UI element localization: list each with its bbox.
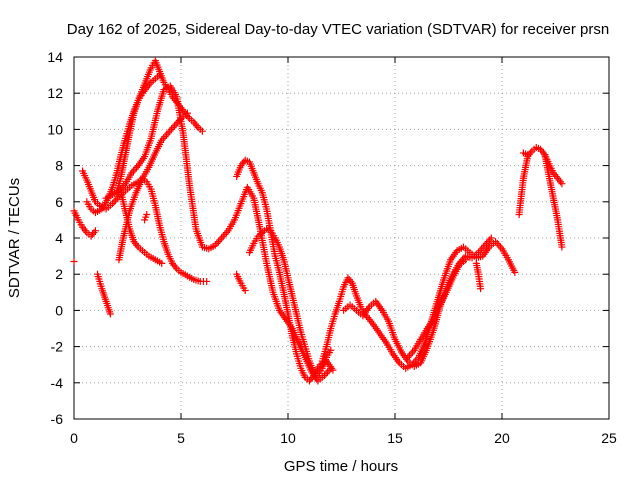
x-tick-label: 5 [177, 430, 185, 446]
x-tick-label: 15 [387, 430, 403, 446]
data-point [558, 243, 566, 251]
x-tick-label: 20 [494, 430, 510, 446]
x-tick-label: 10 [280, 430, 296, 446]
data-point [163, 131, 171, 139]
y-tick-label: 10 [47, 121, 63, 137]
data-point [143, 210, 151, 218]
data-point [156, 71, 164, 79]
data-point [183, 109, 191, 117]
series-arc-9 [117, 189, 166, 267]
data-point [166, 127, 174, 135]
y-tick-label: -2 [51, 339, 64, 355]
y-tick-label: -4 [51, 375, 64, 391]
data-point [112, 196, 120, 204]
series-arc-17 [472, 259, 485, 293]
data-point [161, 133, 169, 141]
data-point [216, 236, 224, 244]
y-tick-label: 0 [55, 302, 63, 318]
axis-ticks [73, 56, 610, 420]
data-point [214, 238, 222, 246]
data-point [198, 127, 206, 135]
series-arc-1 [70, 207, 99, 240]
series-arc-5 [94, 270, 114, 318]
y-tick-label: 2 [55, 266, 63, 282]
series-arc-12 [233, 270, 249, 294]
data-point [495, 241, 503, 249]
data-point [70, 258, 78, 266]
y-tick-label: 8 [55, 158, 63, 174]
data-point [91, 227, 99, 235]
data-point [329, 366, 337, 374]
x-tick-label: 25 [601, 430, 617, 446]
data-point [327, 346, 335, 354]
series-arc-10 [141, 210, 151, 224]
data-point [524, 151, 532, 159]
data-point [203, 277, 211, 285]
series-arc-20 [541, 151, 566, 251]
data-point [241, 286, 249, 294]
y-tick-label: 12 [47, 85, 63, 101]
data-point [477, 285, 485, 293]
data-point [558, 180, 566, 188]
data-point [407, 350, 415, 358]
data-point [484, 238, 492, 246]
series-arc-2 [70, 258, 78, 266]
data-point [462, 256, 470, 264]
chart-title: Day 162 of 2025, Sidereal Day-to-day VTE… [67, 21, 609, 38]
data-point [511, 268, 519, 276]
series-arc-14 [318, 238, 519, 372]
data-point [110, 198, 118, 206]
y-tick-label: 6 [55, 194, 63, 210]
data-point [169, 124, 177, 132]
series-arc-7 [113, 71, 164, 197]
x-tick-label: 0 [70, 430, 78, 446]
data-point [158, 259, 166, 267]
data-point [486, 236, 494, 244]
data-point [131, 165, 139, 173]
y-tick-label: 14 [47, 49, 63, 65]
series-arc-13 [245, 225, 335, 380]
y-tick-labels: -6 -4 -2 0 2 4 6 8 10 12 14 [47, 49, 63, 427]
x-axis-title: GPS time / hours [284, 458, 398, 475]
data-point [164, 129, 172, 137]
data-marks [70, 57, 566, 385]
x-tick-labels: 0 5 10 15 20 25 [70, 430, 617, 446]
y-tick-label: -6 [51, 411, 64, 427]
data-point [218, 234, 226, 242]
series-arc-19 [519, 149, 532, 159]
y-tick-label: 4 [55, 230, 63, 246]
series-arc-18 [515, 144, 566, 218]
data-point [221, 230, 229, 238]
data-point [171, 122, 179, 130]
data-point [167, 125, 175, 133]
series-arc-16 [404, 256, 470, 361]
y-axis-title: SDTVAR / TECUs [6, 178, 23, 298]
data-point [219, 232, 227, 240]
data-point [106, 310, 114, 318]
data-point [487, 234, 495, 242]
data-point [493, 239, 501, 247]
